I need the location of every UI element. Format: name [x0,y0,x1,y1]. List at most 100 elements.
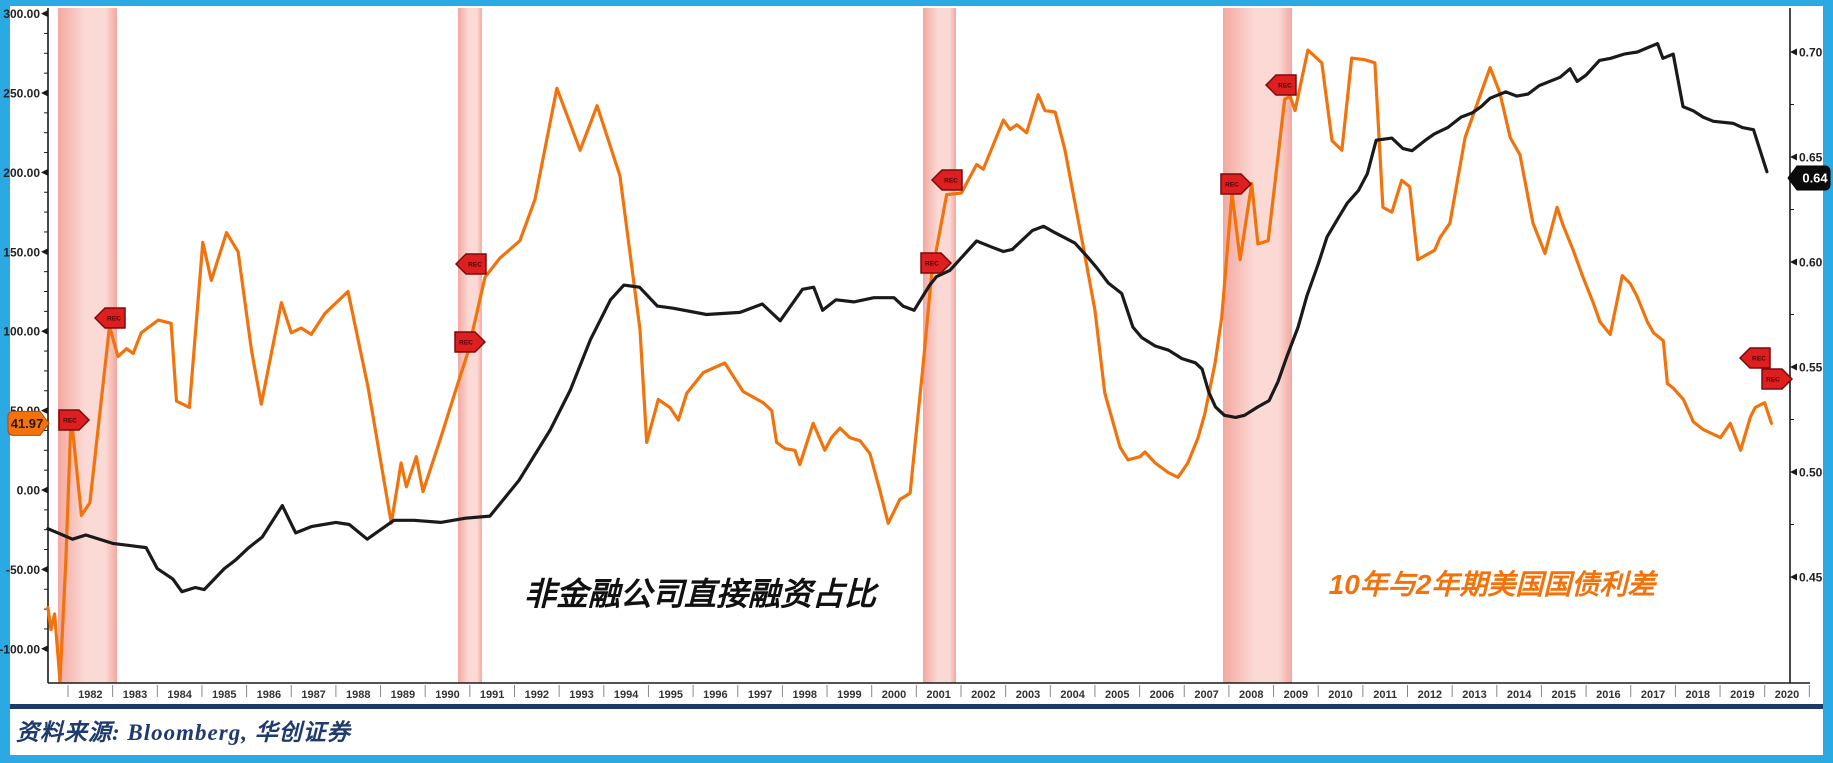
recession-marker-text: REC [1278,83,1292,90]
left-axis-tick-arrow [41,327,48,335]
left-axis-tick-arrow [41,407,48,415]
left-axis-tick-label: 150.00 [3,245,40,259]
x-axis-year-label: 2009 [1284,689,1308,701]
left-axis-tick-arrow [41,89,48,97]
x-axis-year-label: 1992 [525,689,549,701]
x-axis-year-label: 2013 [1462,689,1486,701]
x-axis-year-label: 2008 [1239,689,1263,701]
recession-marker-text: REC [1766,377,1780,384]
right-axis-tick-arrow [1790,48,1797,56]
recession-band [1223,8,1292,683]
treasury-spread-line [46,48,1774,683]
right-axis-tick-label: 0.55 [1799,361,1823,375]
last-value-badge-right [1787,165,1831,191]
x-axis-year-label: 2018 [1685,689,1709,701]
x-axis-year-label: 1987 [301,689,325,701]
left-axis-tick-arrow [41,486,48,494]
recession-marker-text: REC [63,418,77,425]
left-axis-tick-arrow [41,645,48,653]
x-axis-year-label: 1998 [792,689,816,701]
x-axis-year-label: 2003 [1016,689,1040,701]
x-axis-year-label: 2002 [971,689,995,701]
series-text-label: 10年与2年期美国国债利差 [1329,569,1659,600]
left-axis-tick-arrow [41,10,48,18]
x-axis-year-label: 2019 [1730,689,1754,701]
x-axis-year-label: 1989 [391,689,415,701]
right-axis-tick-arrow [1790,573,1797,581]
x-axis-year-label: 1985 [212,689,236,701]
x-axis-year-label: 1982 [78,689,102,701]
right-axis-tick-arrow [1790,468,1797,476]
recession-marker-arrow [930,169,963,191]
right-axis-tick-label: 0.65 [1799,151,1823,165]
right-axis-tick-arrow [1790,153,1797,161]
last-value-badge-right-text: 0.64 [1802,171,1828,186]
right-axis-tick-arrow [1790,363,1797,371]
left-axis-tick-arrow [41,565,48,573]
dual-axis-line-chart: 300.00250.00200.00150.00100.0050.000.00-… [0,7,1831,701]
x-axis-year-label: 1999 [837,689,861,701]
x-axis-year-label: 1984 [167,689,192,701]
recession-marker-arrow [1738,347,1771,369]
x-axis-year-label: 1994 [614,689,639,701]
recession-marker-text: REC [107,316,121,323]
recession-marker-text: REC [468,262,482,269]
left-axis-tick-label: 100.00 [3,325,40,339]
x-axis-year-label: 2011 [1373,689,1397,701]
recession-marker-text: REC [925,261,939,268]
x-axis-year-label: 1996 [703,689,727,701]
last-value-badge-left-text: 41.97 [11,416,44,431]
x-axis-year-label: 2007 [1194,689,1218,701]
x-axis-year-label: 2001 [926,689,950,701]
right-axis-tick-label: 0.50 [1799,466,1823,480]
x-axis-year-label: 1983 [123,689,147,701]
recession-marker-arrow [1761,368,1794,390]
x-axis-year-label: 1988 [346,689,370,701]
left-axis-tick-arrow [41,168,48,176]
x-axis-year-label: 2020 [1775,689,1799,701]
recession-band [923,8,956,683]
left-axis-tick-label: 0.00 [17,484,41,498]
x-axis-year-label: 2005 [1105,689,1129,701]
x-axis-year-label: 2012 [1418,689,1442,701]
recession-marker-arrow [93,307,126,329]
left-axis-tick-label: 300.00 [3,7,40,21]
left-axis-tick-label: 250.00 [3,87,40,101]
left-axis-tick-label: 200.00 [3,166,40,180]
recession-marker-arrow [1264,74,1297,96]
x-axis-year-label: 2010 [1328,689,1352,701]
x-axis-year-label: 2016 [1596,689,1620,701]
left-axis-tick-arrow [41,248,48,256]
series-text-label: 非金融公司直接融资占比 [524,576,880,612]
recession-marker-arrow [1220,173,1253,195]
recession-marker-arrow [920,252,953,274]
recession-marker-arrow [454,331,487,353]
recession-marker-arrow [454,253,487,275]
right-axis-tick-arrow [1790,258,1797,266]
recession-marker-text: REC [1752,356,1766,363]
x-axis-year-label: 2000 [882,689,906,701]
right-axis-tick-label: 0.60 [1799,256,1823,270]
right-axis-tick-label: 0.70 [1799,46,1823,60]
x-axis-year-label: 1991 [480,689,504,701]
right-axis-tick-label: 0.45 [1799,571,1823,585]
recession-marker-text: REC [944,178,958,185]
recession-marker-text: REC [1225,182,1239,189]
x-axis-year-label: 2017 [1641,689,1665,701]
x-axis-year-label: 1995 [659,689,683,701]
financing-ratio-line [46,41,1769,594]
recession-marker-text: REC [459,340,473,347]
chart-panel [10,6,1823,755]
recession-marker-arrow [58,409,91,431]
x-axis-year-label: 1986 [257,689,281,701]
x-axis-year-label: 2015 [1552,689,1576,701]
left-axis-tick-label: -100.00 [0,642,40,656]
x-axis-year-label: 1993 [569,689,593,701]
left-axis-tick-label: -50.00 [6,563,40,577]
x-axis-year-label: 2014 [1507,689,1532,701]
x-axis-year-label: 2004 [1060,689,1085,701]
x-axis-year-label: 1990 [435,689,459,701]
x-axis-year-label: 1997 [748,689,772,701]
separator-rule [10,704,1823,709]
source-caption: 资料来源: Bloomberg, 华创证券 [16,720,351,745]
